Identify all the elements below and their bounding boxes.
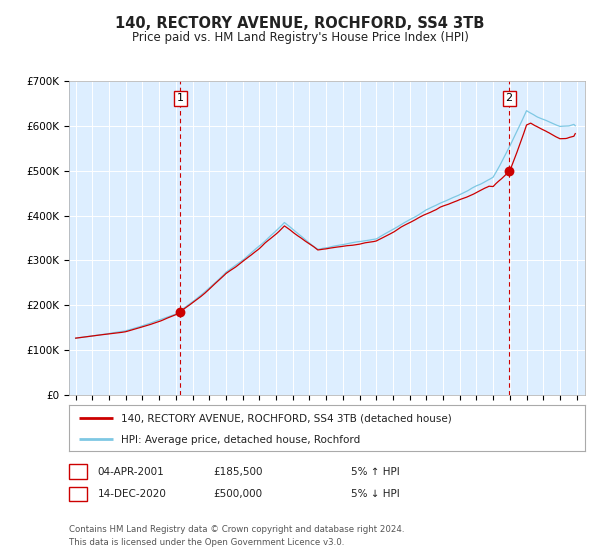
Text: 2: 2 [506, 94, 513, 104]
Point [176, 307, 185, 316]
Text: This data is licensed under the Open Government Licence v3.0.: This data is licensed under the Open Gov… [69, 538, 344, 547]
Text: £185,500: £185,500 [213, 466, 263, 477]
Point [505, 166, 514, 175]
Text: £500,000: £500,000 [213, 489, 262, 499]
Text: 140, RECTORY AVENUE, ROCHFORD, SS4 3TB (detached house): 140, RECTORY AVENUE, ROCHFORD, SS4 3TB (… [121, 413, 451, 423]
Text: 5% ↑ HPI: 5% ↑ HPI [351, 466, 400, 477]
Text: 140, RECTORY AVENUE, ROCHFORD, SS4 3TB: 140, RECTORY AVENUE, ROCHFORD, SS4 3TB [115, 16, 485, 31]
Text: Price paid vs. HM Land Registry's House Price Index (HPI): Price paid vs. HM Land Registry's House … [131, 31, 469, 44]
Text: Contains HM Land Registry data © Crown copyright and database right 2024.: Contains HM Land Registry data © Crown c… [69, 525, 404, 534]
Text: 14-DEC-2020: 14-DEC-2020 [98, 489, 167, 499]
Text: 5% ↓ HPI: 5% ↓ HPI [351, 489, 400, 499]
Text: 04-APR-2001: 04-APR-2001 [98, 466, 164, 477]
Text: HPI: Average price, detached house, Rochford: HPI: Average price, detached house, Roch… [121, 435, 360, 445]
Text: 2: 2 [74, 489, 82, 499]
Text: 1: 1 [177, 94, 184, 104]
Text: 1: 1 [74, 466, 82, 477]
